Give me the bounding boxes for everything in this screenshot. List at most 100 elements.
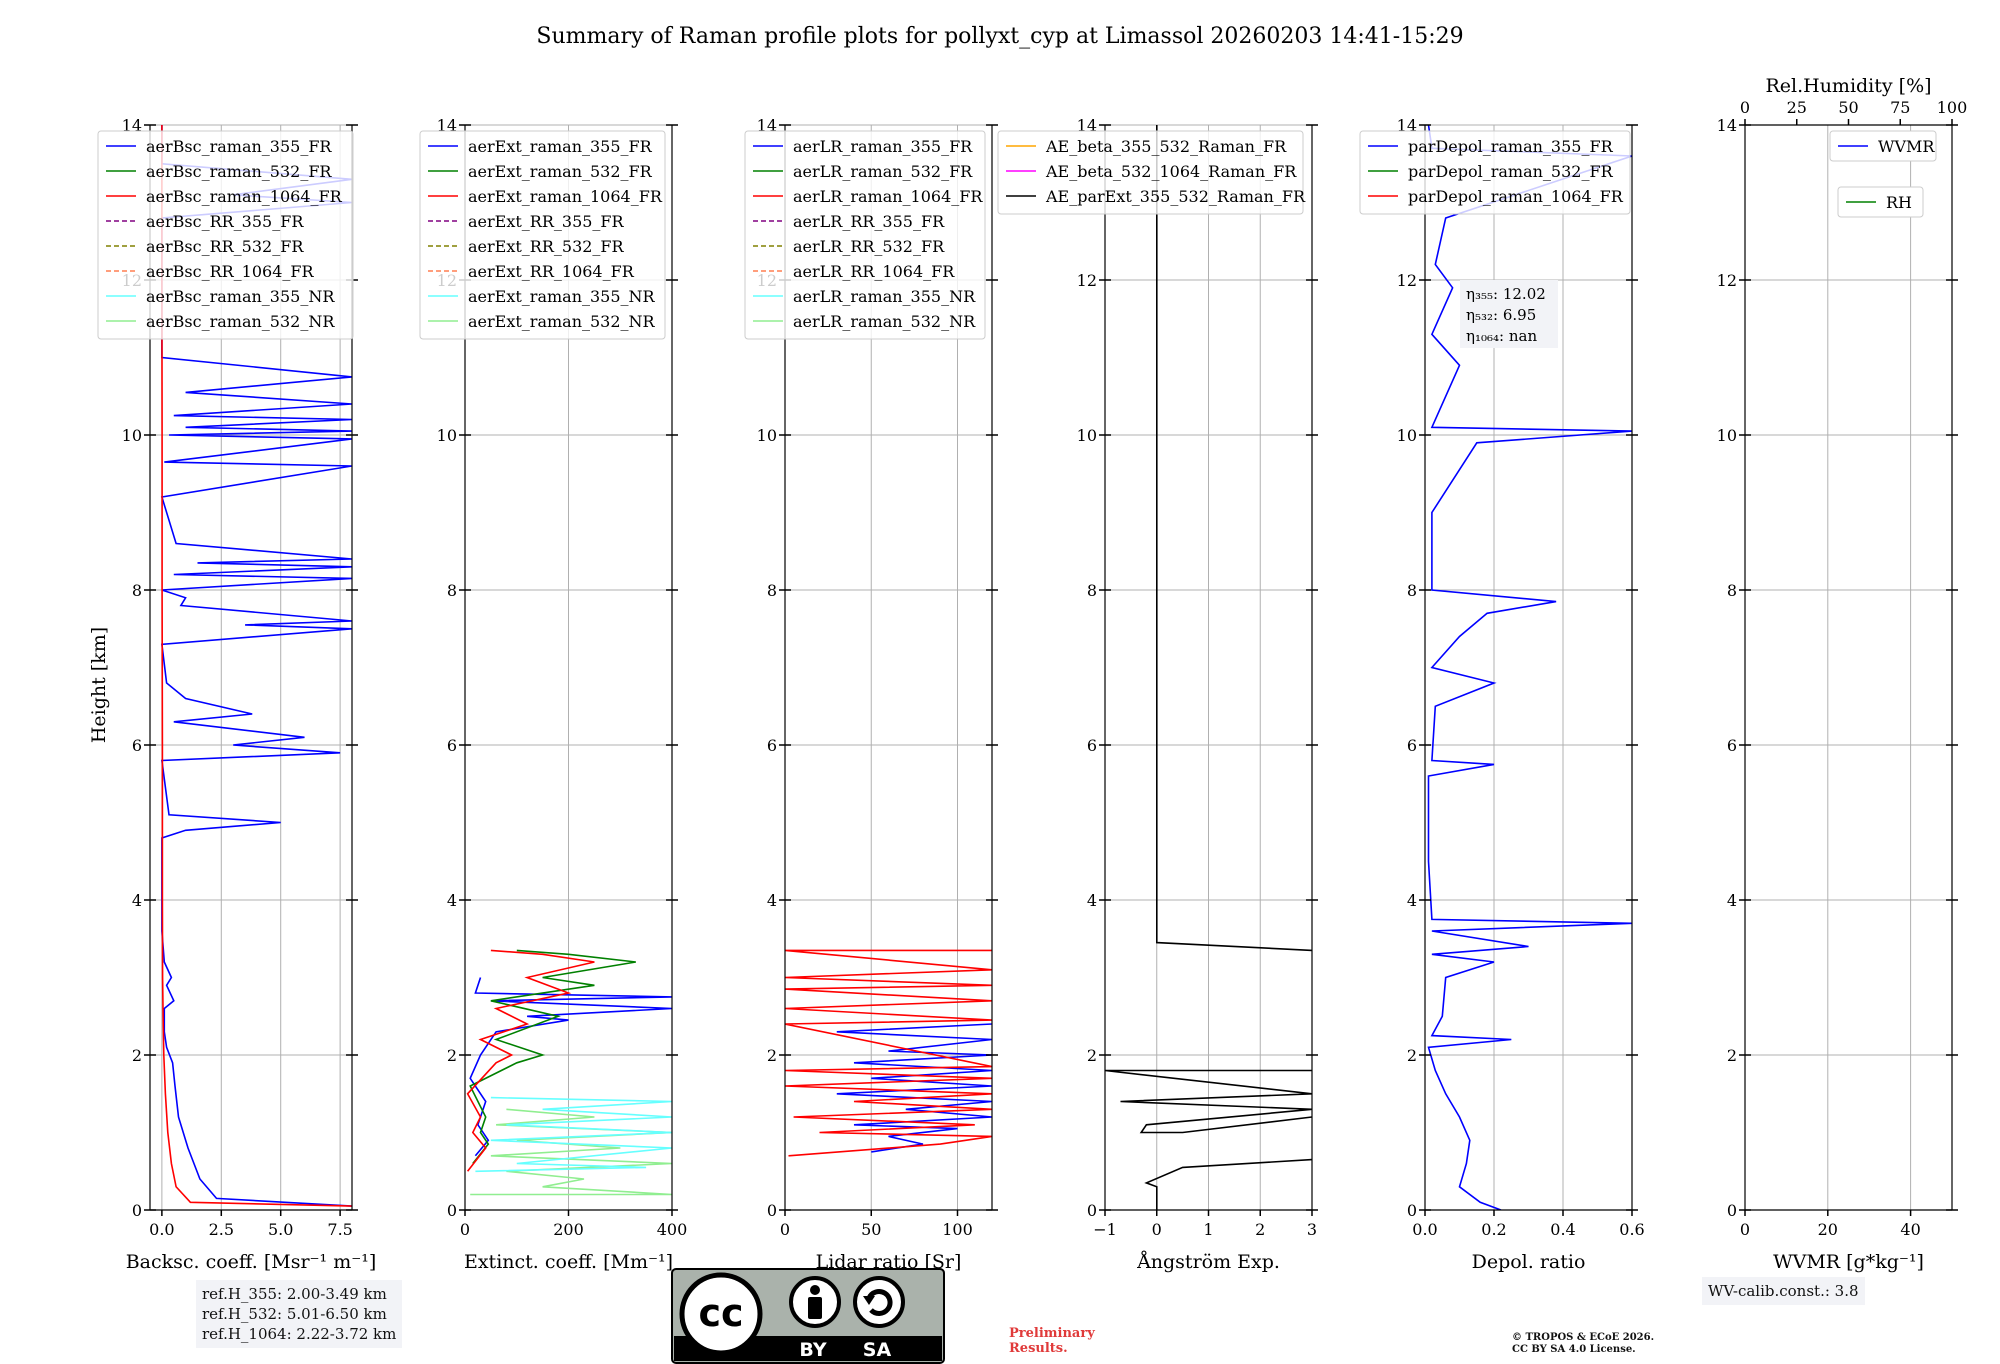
y-tick-label: 14 xyxy=(122,116,142,135)
y-tick-label: 14 xyxy=(1077,116,1097,135)
subplot-ext: 024681012140200400Extinct. coeff. [Mm⁻¹]… xyxy=(419,116,688,1273)
legend-frame xyxy=(1837,186,1924,218)
preliminary-line-2: Results. xyxy=(1009,1341,1068,1356)
y-tick-label: 14 xyxy=(437,116,457,135)
cc-license-badge: cc BY SA xyxy=(671,1268,945,1364)
legend-label: AE_parExt_355_532_Raman_FR xyxy=(1045,187,1306,206)
y-tick-label: 10 xyxy=(122,426,142,445)
sa-label: SA xyxy=(863,1339,892,1361)
y-tick-label: 10 xyxy=(757,426,777,445)
x-tick-label: 20 xyxy=(1818,1220,1838,1239)
y-tick-label: 6 xyxy=(1727,736,1737,755)
cc-circle-icon xyxy=(679,1272,763,1356)
preliminary-note: Preliminary Results. xyxy=(1009,1326,1095,1356)
y-tick-label: 8 xyxy=(1407,581,1417,600)
top-x-tick-label: 0 xyxy=(1740,98,1750,117)
x-tick-label: 400 xyxy=(657,1220,688,1239)
y-tick-label: 8 xyxy=(1087,581,1097,600)
legend-label: aerLR_raman_532_FR xyxy=(793,162,973,181)
x-tick-label: 0.0 xyxy=(149,1220,174,1239)
legend-label: aerExt_RR_532_FR xyxy=(468,237,625,256)
annotation-line: η₅₃₂: 6.95 xyxy=(1466,306,1536,324)
series-line-aerext-raman-532-fr xyxy=(469,949,636,1164)
y-tick-label: 4 xyxy=(1727,891,1737,910)
x-tick-label: 100 xyxy=(942,1220,973,1239)
legend-wvmr: WVMR xyxy=(1829,130,1937,162)
top-x-tick-label: 25 xyxy=(1787,98,1807,117)
legend-label: aerLR_raman_1064_FR xyxy=(793,187,983,206)
x-axis-label-lr: Lidar ratio [Sr] xyxy=(816,1251,962,1273)
y-tick-label: 0 xyxy=(767,1201,777,1220)
y-tick-label: 4 xyxy=(132,891,142,910)
series-line-aerlr-raman-1064-fr xyxy=(785,949,992,1157)
y-tick-label: 0 xyxy=(1727,1201,1737,1220)
copyright-note: © TROPOS & ECoE 2026. CC BY SA 4.0 Licen… xyxy=(1512,1332,1654,1356)
copyright-line-1: © TROPOS & ECoE 2026. xyxy=(1512,1332,1655,1343)
legend-label: parDepol_raman_1064_FR xyxy=(1408,187,1624,206)
x-tick-label: 0.4 xyxy=(1550,1220,1575,1239)
legend-label: aerExt_raman_355_NR xyxy=(468,287,656,306)
legend-frame xyxy=(744,130,986,340)
x-tick-label: 3 xyxy=(1307,1220,1317,1239)
top-x-tick-label: 75 xyxy=(1890,98,1910,117)
legend-lr: aerLR_raman_355_FR aerLR_raman_532_FR aerL… xyxy=(744,130,986,340)
x-tick-label: 2 xyxy=(1255,1220,1265,1239)
x-axis-label-ae: Ångström Exp. xyxy=(1136,1251,1280,1273)
top-x-tick-label: 50 xyxy=(1838,98,1858,117)
legend-label: parDepol_raman_355_FR xyxy=(1408,137,1614,156)
y-tick-label: 2 xyxy=(1407,1046,1417,1065)
subplot-depol: 0 2 4 6 8 10 12 14 0.0 0.2 0.4 0.6 Depol. ratio parDe… xyxy=(1359,116,1645,1273)
sa-share-icon xyxy=(853,1276,905,1328)
legend-label: aerBsc_raman_1064_FR xyxy=(146,187,343,206)
legend-label: aerExt_raman_532_NR xyxy=(468,312,656,331)
y-tick-label: 8 xyxy=(447,581,457,600)
series-line-ae-parext-355-532-raman-fr-c xyxy=(1156,125,1312,952)
legend-label: aerLR_raman_355_NR xyxy=(793,287,976,306)
x-tick-label: 40 xyxy=(1900,1220,1920,1239)
x-tick-label: −1 xyxy=(1093,1220,1117,1239)
depol-annotation: η₃₅₅: 12.02 η₅₃₂: 6.95 η₁₀₆₄: nan xyxy=(1460,280,1558,348)
y-tick-label: 6 xyxy=(132,736,142,755)
legend-label: WVMR xyxy=(1878,137,1935,156)
x-axis-label-wv: WVMR [g*kg⁻¹] xyxy=(1773,1251,1924,1273)
x-tick-label: 0.0 xyxy=(1412,1220,1437,1239)
y-tick-label: 12 xyxy=(1077,271,1097,290)
y-tick-label: 2 xyxy=(767,1046,777,1065)
legend-label: aerLR_RR_355_FR xyxy=(793,212,945,231)
x-tick-label: 200 xyxy=(553,1220,584,1239)
x-tick-label: 0 xyxy=(460,1220,470,1239)
subplot-lr: 02468101214050100Lidar ratio [Sr]aerLR_r… xyxy=(744,116,998,1273)
x-tick-label: 1 xyxy=(1203,1220,1213,1239)
y-tick-label: 4 xyxy=(767,891,777,910)
legend-frame xyxy=(97,130,354,340)
series-line-aerbsc-raman-355-fr xyxy=(160,125,352,1207)
legend-label: aerExt_raman_532_FR xyxy=(468,162,653,181)
legend-label: aerExt_raman_1064_FR xyxy=(468,187,663,206)
x-axis-label-ext: Extinct. coeff. [Mm⁻¹] xyxy=(464,1251,673,1273)
legend-frame xyxy=(997,130,1304,215)
x-tick-label: 50 xyxy=(861,1220,881,1239)
wv-calib-text: WV-calib.const.: 3.8 xyxy=(1708,1282,1859,1300)
series-line-aerext-raman-532-nr xyxy=(470,1108,672,1196)
legend-label: aerExt_raman_355_FR xyxy=(468,137,653,156)
legend-label: parDepol_raman_532_FR xyxy=(1408,162,1614,181)
series-line-aerext-raman-355-nr xyxy=(475,1096,672,1173)
sa-arrow-head xyxy=(863,1296,875,1305)
ref-heights-box: ref.H_355: 2.00-3.49 km ref.H_532: 5.01-… xyxy=(196,1280,403,1348)
legend-label: AE_beta_532_1064_Raman_FR xyxy=(1045,162,1297,181)
legend-label: aerLR_raman_355_FR xyxy=(793,137,973,156)
y-tick-label: 8 xyxy=(132,581,142,600)
legend-label: aerExt_RR_355_FR xyxy=(468,212,625,231)
legend-label: aerBsc_raman_532_NR xyxy=(146,312,335,331)
x-tick-label: 0 xyxy=(1152,1220,1162,1239)
by-person-body xyxy=(808,1297,822,1319)
y-tick-label: 2 xyxy=(1087,1046,1097,1065)
x-tick-label: 5.0 xyxy=(268,1220,293,1239)
ref-height-532: ref.H_532: 5.01-6.50 km xyxy=(202,1305,387,1323)
y-tick-label: 2 xyxy=(447,1046,457,1065)
y-tick-label: 4 xyxy=(447,891,457,910)
